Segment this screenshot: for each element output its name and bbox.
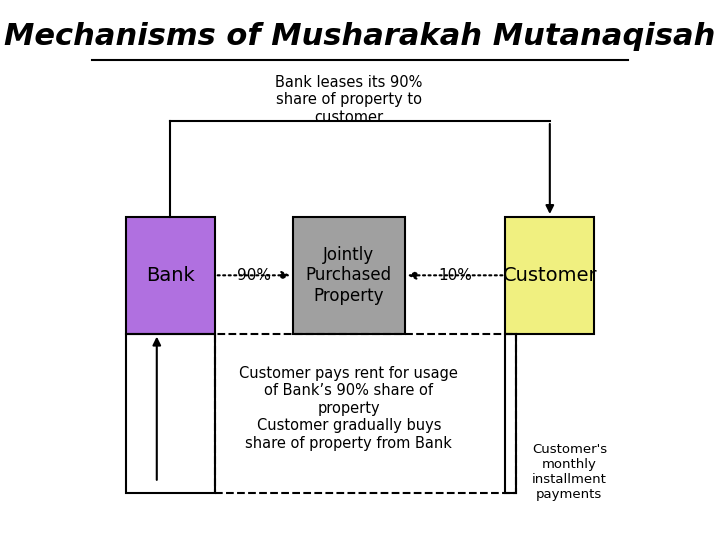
Text: Mechanisms of Musharakah Mutanaqisah: Mechanisms of Musharakah Mutanaqisah bbox=[4, 22, 716, 51]
FancyBboxPatch shape bbox=[125, 217, 215, 334]
Text: Jointly
Purchased
Property: Jointly Purchased Property bbox=[306, 246, 392, 305]
Text: Customer's
monthly
installment
payments: Customer's monthly installment payments bbox=[532, 443, 607, 501]
Text: Customer pays rent for usage
of Bank’s 90% share of
property
Customer gradually : Customer pays rent for usage of Bank’s 9… bbox=[239, 366, 458, 450]
Text: Bank: Bank bbox=[146, 266, 194, 285]
Text: 90%: 90% bbox=[237, 268, 271, 283]
Text: Customer: Customer bbox=[503, 266, 597, 285]
Text: Bank leases its 90%
share of property to
customer: Bank leases its 90% share of property to… bbox=[275, 75, 423, 125]
Text: 10%: 10% bbox=[438, 268, 472, 283]
FancyBboxPatch shape bbox=[293, 217, 405, 334]
FancyBboxPatch shape bbox=[505, 217, 595, 334]
